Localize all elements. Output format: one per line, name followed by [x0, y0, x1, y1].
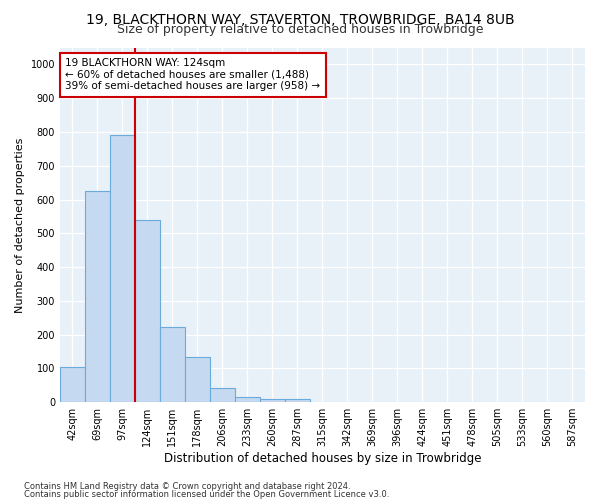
Bar — [185, 358, 210, 402]
X-axis label: Distribution of detached houses by size in Trowbridge: Distribution of detached houses by size … — [164, 452, 481, 465]
Bar — [285, 399, 310, 402]
Text: 19 BLACKTHORN WAY: 124sqm
← 60% of detached houses are smaller (1,488)
39% of se: 19 BLACKTHORN WAY: 124sqm ← 60% of detac… — [65, 58, 320, 92]
Bar — [160, 327, 185, 402]
Text: Size of property relative to detached houses in Trowbridge: Size of property relative to detached ho… — [117, 22, 483, 36]
Bar — [260, 399, 285, 402]
Text: 19, BLACKTHORN WAY, STAVERTON, TROWBRIDGE, BA14 8UB: 19, BLACKTHORN WAY, STAVERTON, TROWBRIDG… — [86, 12, 514, 26]
Bar — [135, 220, 160, 402]
Text: Contains public sector information licensed under the Open Government Licence v3: Contains public sector information licen… — [24, 490, 389, 499]
Bar — [60, 368, 85, 402]
Bar — [210, 388, 235, 402]
Bar — [85, 191, 110, 402]
Y-axis label: Number of detached properties: Number of detached properties — [15, 137, 25, 312]
Bar — [235, 397, 260, 402]
Text: Contains HM Land Registry data © Crown copyright and database right 2024.: Contains HM Land Registry data © Crown c… — [24, 482, 350, 491]
Bar — [110, 136, 135, 402]
